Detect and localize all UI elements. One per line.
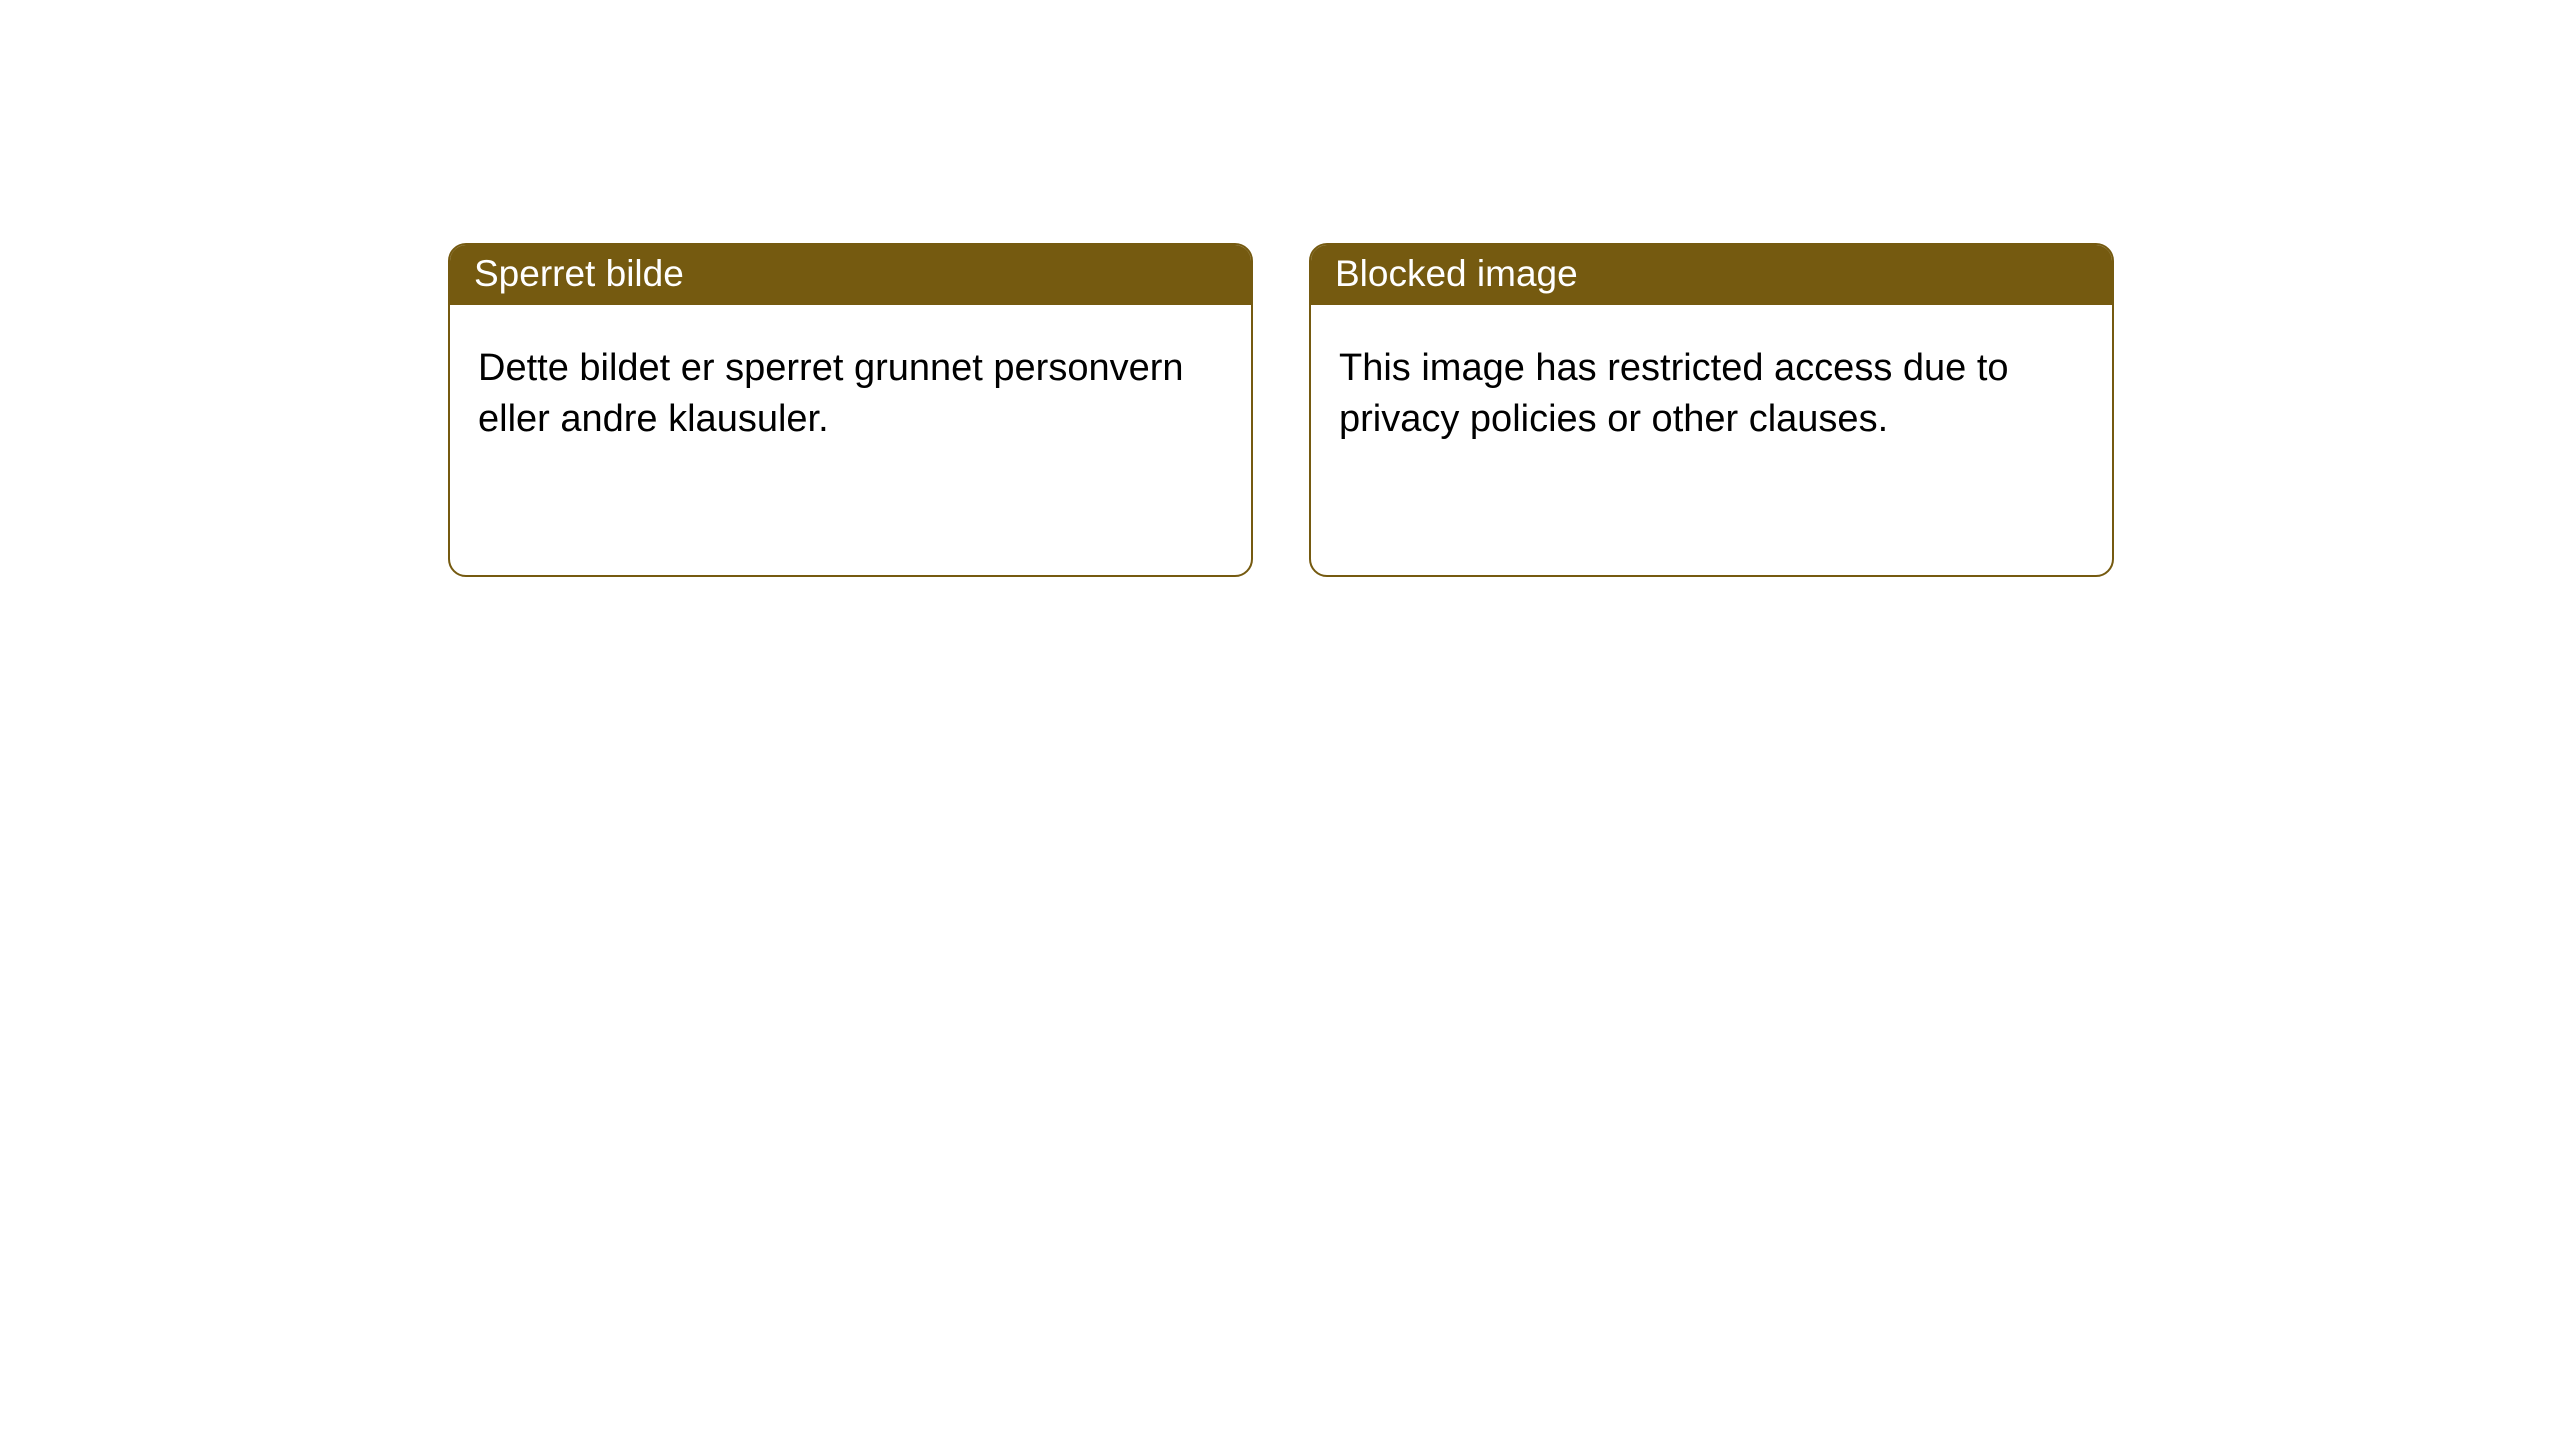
notice-body: Dette bildet er sperret grunnet personve…	[450, 305, 1251, 484]
notice-box-norwegian: Sperret bilde Dette bildet er sperret gr…	[448, 243, 1253, 577]
notice-container: Sperret bilde Dette bildet er sperret gr…	[0, 0, 2560, 577]
notice-header: Sperret bilde	[450, 245, 1251, 305]
notice-box-english: Blocked image This image has restricted …	[1309, 243, 2114, 577]
notice-body: This image has restricted access due to …	[1311, 305, 2112, 484]
notice-header: Blocked image	[1311, 245, 2112, 305]
